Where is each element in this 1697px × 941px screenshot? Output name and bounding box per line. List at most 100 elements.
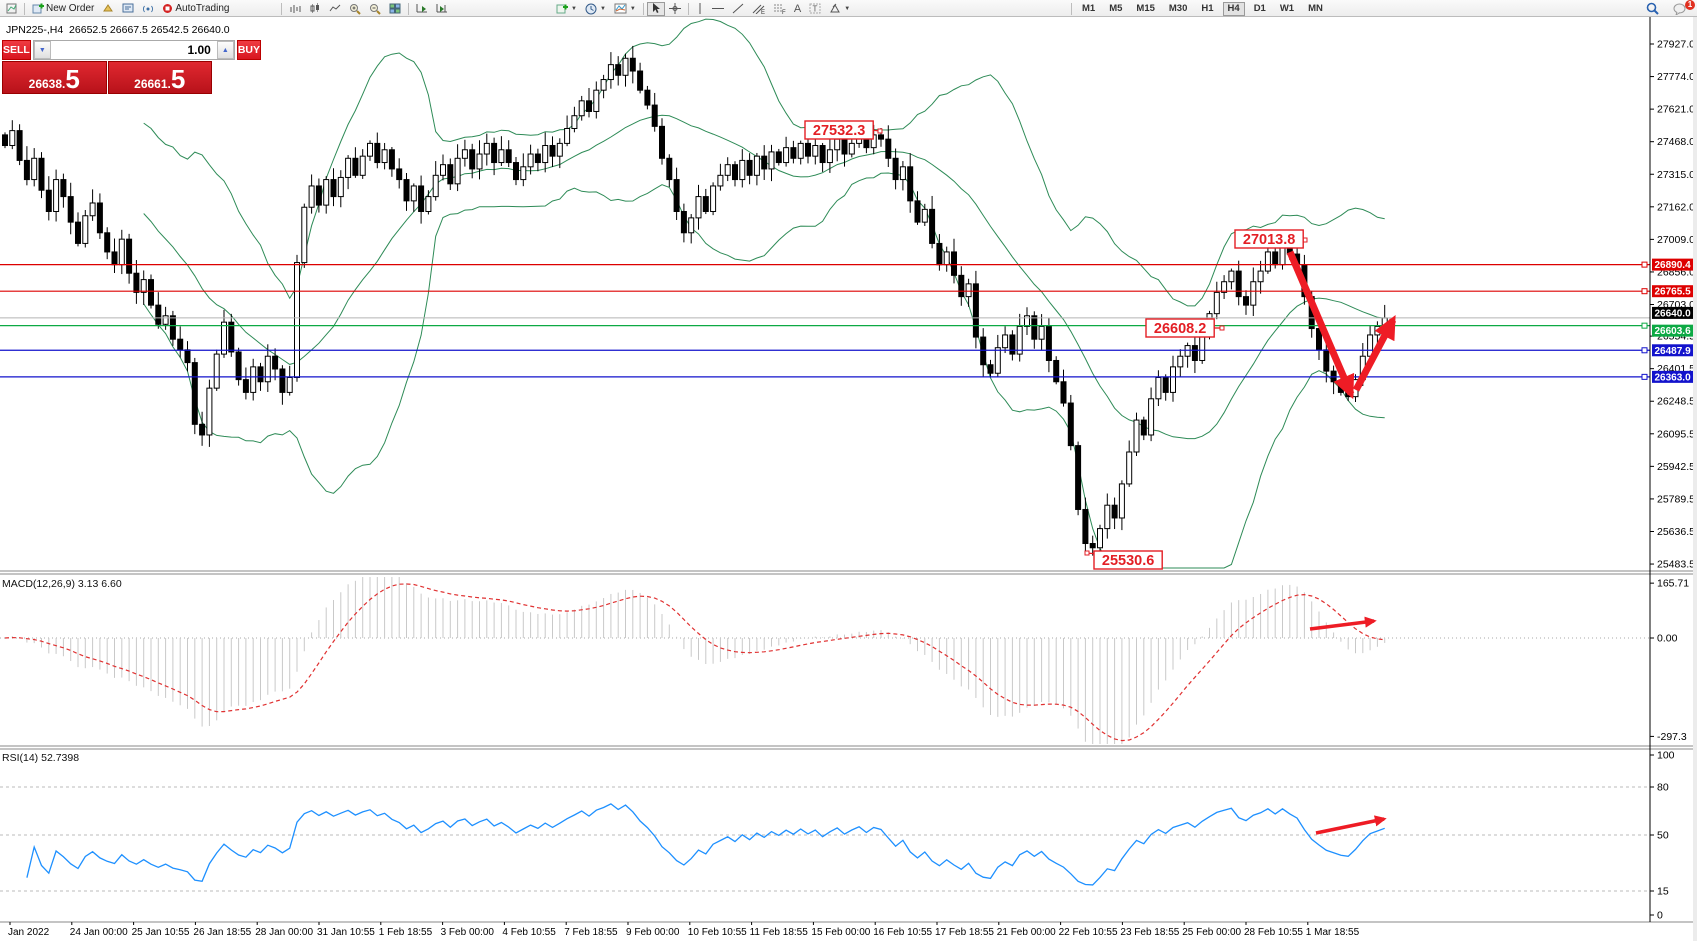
buy-price-main: 26661 xyxy=(134,77,168,91)
timeframe-group: M1 M5 M15 M30 H1 H4 D1 W1 MN xyxy=(1068,1,1330,16)
price-line-badge: 26363.0 xyxy=(1652,370,1697,383)
period-icon[interactable]: ▼ xyxy=(581,2,610,16)
price-line[interactable] xyxy=(0,261,1650,268)
price-annotation[interactable]: 27532.3 xyxy=(804,120,883,140)
price-annotation[interactable]: 26608.2 xyxy=(1145,318,1225,338)
toolbar-separator xyxy=(408,2,409,15)
svg-text:27532.3: 27532.3 xyxy=(813,123,865,139)
price-line[interactable] xyxy=(0,373,1650,380)
cursor-tool-icon[interactable] xyxy=(646,1,665,16)
rsi-indicator xyxy=(0,786,1650,892)
svg-text:26640.0: 26640.0 xyxy=(1655,308,1692,319)
window-edge xyxy=(1693,17,1697,941)
svg-text:1 Feb 18:55: 1 Feb 18:55 xyxy=(379,927,433,938)
trend-arrow[interactable] xyxy=(1286,250,1355,400)
buy-button[interactable]: BUY xyxy=(236,40,262,60)
template-icon[interactable]: ▼ xyxy=(610,2,640,16)
tile-windows-icon[interactable] xyxy=(385,2,405,16)
trend-arrow[interactable] xyxy=(1315,815,1387,835)
bar-chart-mode-icon[interactable] xyxy=(285,2,305,16)
sell-price-panel[interactable]: 26638. 5 xyxy=(2,61,107,94)
candle-series xyxy=(2,45,1388,557)
vertical-line-tool-icon[interactable] xyxy=(692,2,708,16)
svg-text:23 Feb 18:55: 23 Feb 18:55 xyxy=(1120,927,1179,938)
trend-arrow[interactable] xyxy=(1309,616,1377,631)
toolbar-separator xyxy=(687,2,689,15)
zoom-in-icon[interactable] xyxy=(345,2,365,16)
svg-text:1 Mar 18:55: 1 Mar 18:55 xyxy=(1306,927,1360,938)
chart-shift-icon[interactable] xyxy=(432,2,452,16)
fibonacci-tool-icon[interactable]: F xyxy=(769,2,790,16)
svg-text:27013.8: 27013.8 xyxy=(1243,232,1295,248)
terminal-icon[interactable] xyxy=(118,2,138,16)
volume-increase-button[interactable]: ▲ xyxy=(216,41,234,59)
svg-text:80: 80 xyxy=(1657,782,1669,794)
svg-text:25483.5: 25483.5 xyxy=(1657,559,1695,571)
svg-text:25789.5: 25789.5 xyxy=(1657,493,1695,505)
svg-text:24 Jan 00:00: 24 Jan 00:00 xyxy=(70,927,128,938)
svg-text:F: F xyxy=(782,10,786,14)
svg-text:0: 0 xyxy=(1657,910,1663,922)
channel-tool-icon[interactable]: E xyxy=(748,2,769,16)
timeframe-m5[interactable]: M5 xyxy=(1109,2,1123,14)
trend-arrow[interactable] xyxy=(1352,315,1397,392)
svg-text:50: 50 xyxy=(1657,830,1669,842)
chart-window-icon[interactable] xyxy=(2,2,21,16)
volume-input[interactable] xyxy=(50,41,217,59)
buy-price-panel[interactable]: 26661. 5 xyxy=(107,61,212,94)
toolbar-separator xyxy=(24,2,25,15)
rsi-axis: 100 80 50 15 0 xyxy=(1650,750,1675,922)
timeframe-w1[interactable]: W1 xyxy=(1279,2,1295,14)
price-axis[interactable]: 27927.0 27774.0 27621.0 27468.0 27315.0 27162… xyxy=(1650,39,1695,571)
timeframe-h1[interactable]: H1 xyxy=(1201,2,1214,14)
symbol-period: JPN225-,H4 xyxy=(6,24,64,36)
svg-text:100: 100 xyxy=(1657,750,1675,762)
autotrading-button[interactable]: AutoTrading xyxy=(158,2,233,16)
trendline-tool-icon[interactable] xyxy=(728,2,748,16)
timeframe-d1[interactable]: D1 xyxy=(1253,2,1266,14)
svg-text:3 Feb 00:00: 3 Feb 00:00 xyxy=(441,927,495,938)
timeframe-m15[interactable]: M15 xyxy=(1136,2,1155,14)
price-annotation[interactable]: 27013.8 xyxy=(1234,229,1308,249)
line-chart-mode-icon[interactable] xyxy=(325,2,345,16)
auto-scroll-icon[interactable] xyxy=(412,2,432,16)
styler-icon[interactable] xyxy=(98,2,118,16)
price-line[interactable] xyxy=(0,288,1650,295)
notifications-icon[interactable]: 1 xyxy=(1669,0,1695,16)
svg-text:26095.5: 26095.5 xyxy=(1657,428,1695,440)
timeframe-m1[interactable]: M1 xyxy=(1082,2,1096,14)
svg-text:Jan 2022: Jan 2022 xyxy=(8,927,50,938)
toolbar-separator xyxy=(281,2,282,15)
date-axis[interactable]: Jan 2022 24 Jan 00:00 25 Jan 10:55 26 Jan 1… xyxy=(8,922,1360,938)
timeframe-mn[interactable]: MN xyxy=(1308,2,1323,14)
candlestick-mode-icon[interactable] xyxy=(305,2,325,16)
ohlc-values: 26652.5 26667.5 26542.5 26640.0 xyxy=(69,24,230,36)
svg-text:31 Jan 10:55: 31 Jan 10:55 xyxy=(317,927,375,938)
sell-button[interactable]: SELL xyxy=(2,40,31,60)
svg-text:27009.0: 27009.0 xyxy=(1657,234,1695,246)
zoom-out-icon[interactable] xyxy=(365,2,385,16)
svg-text:15: 15 xyxy=(1657,886,1669,898)
chart-title: JPN225-,H4 26652.5 26667.5 26542.5 26640… xyxy=(6,24,230,36)
svg-text:T: T xyxy=(813,5,818,14)
shapes-tool-icon[interactable]: ▼ xyxy=(825,2,854,16)
search-icon[interactable] xyxy=(1642,2,1663,16)
svg-text:25530.6: 25530.6 xyxy=(1102,553,1154,569)
horizontal-line-tool-icon[interactable] xyxy=(708,2,728,16)
svg-text:26608.2: 26608.2 xyxy=(1154,321,1206,337)
crosshair-tool-icon[interactable] xyxy=(665,2,685,16)
volume-decrease-button[interactable]: ▼ xyxy=(33,41,51,59)
timeframe-h4[interactable]: H4 xyxy=(1222,1,1245,16)
price-annotation[interactable]: 25530.6 xyxy=(1084,550,1163,570)
macd-values: 3.13 6.60 xyxy=(77,578,122,590)
sell-price-big: 5 xyxy=(65,64,80,94)
text-tool-icon[interactable]: A xyxy=(793,2,802,15)
new-order-button[interactable]: New Order xyxy=(28,2,98,16)
signal-icon[interactable] xyxy=(138,2,158,16)
timeframe-m30[interactable]: M30 xyxy=(1168,2,1188,14)
svg-text:165.71: 165.71 xyxy=(1657,578,1689,590)
add-indicator-icon[interactable]: ▼ xyxy=(552,2,581,16)
label-tool-icon[interactable]: T xyxy=(805,2,825,16)
